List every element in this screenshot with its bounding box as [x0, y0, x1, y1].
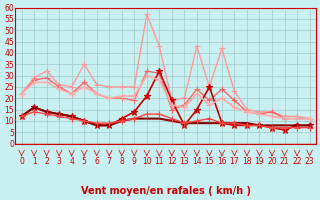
- X-axis label: Vent moyen/en rafales ( km/h ): Vent moyen/en rafales ( km/h ): [81, 186, 251, 196]
